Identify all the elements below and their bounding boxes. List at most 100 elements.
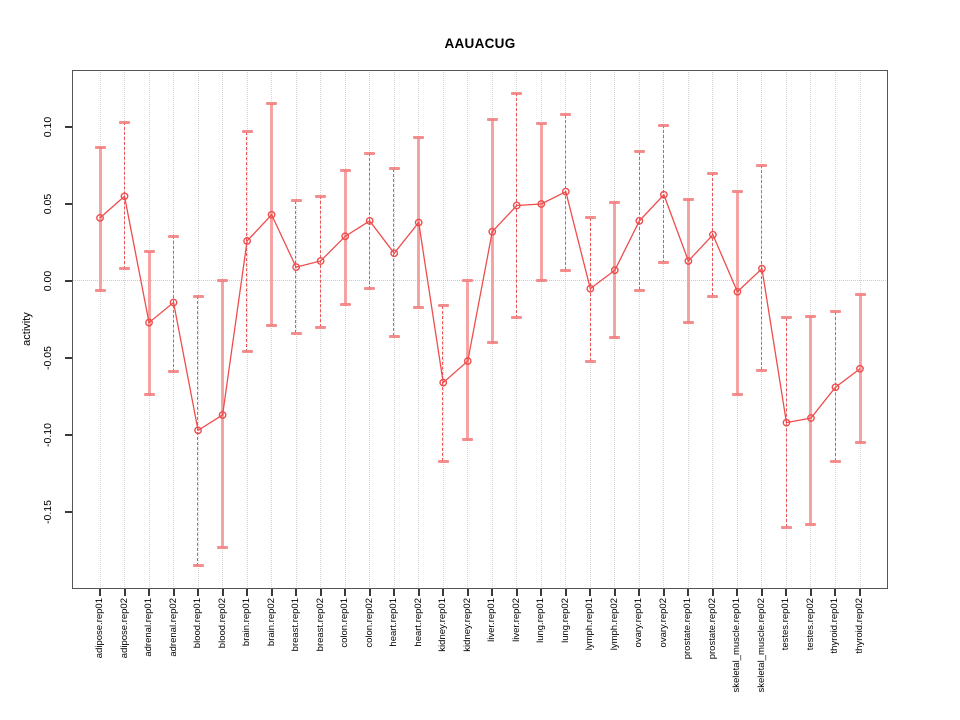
error-bar-cap [633, 150, 645, 154]
data-point [218, 411, 227, 419]
error-bar-cap [94, 288, 106, 292]
error-bar-cap [315, 194, 327, 198]
y-tick-label: -0.10 [42, 423, 54, 447]
error-bar-cap [854, 441, 866, 445]
plot-border [72, 70, 888, 589]
x-tick-label: testes.rep01 [780, 598, 792, 651]
x-axis-tick [760, 589, 763, 596]
x-axis-tick [295, 589, 298, 596]
error-bar-cap [437, 459, 449, 463]
series-line [99, 190, 861, 432]
error-bar [858, 294, 862, 443]
data-point [169, 298, 178, 307]
x-axis-tick [834, 589, 837, 596]
x-tick-label: heart.rep01 [388, 598, 400, 647]
error-bar-cap [119, 120, 131, 124]
x-axis-tick [687, 589, 690, 596]
v-gridline [369, 70, 371, 589]
error-bar-cap [290, 199, 302, 203]
error-bar-cap [658, 123, 670, 127]
error-bar-cap [364, 287, 376, 291]
error-bar-cap [756, 163, 768, 167]
data-point [709, 230, 717, 239]
x-axis-tick [319, 589, 322, 596]
error-bar-cap [486, 117, 498, 121]
x-axis-tick [613, 589, 616, 596]
x-tick-label: thyroid.rep01 [829, 598, 841, 654]
error-bar-cap [143, 250, 155, 254]
x-tick-label: ovary.rep02 [657, 598, 669, 648]
x-tick-label: ovary.rep01 [633, 598, 645, 648]
data-point [194, 426, 202, 435]
data-point [586, 284, 595, 293]
error-bar-cap [707, 294, 719, 298]
data-point [561, 187, 570, 196]
error-bar [735, 191, 739, 395]
error-bar [98, 147, 102, 291]
error-bar-cap [217, 279, 229, 283]
x-axis-tick [393, 589, 396, 596]
y-tick-label: 0.05 [42, 193, 54, 215]
error-bar-cap [584, 216, 596, 220]
error-bar-cap [339, 168, 351, 172]
chart-title: AAUACUG [444, 36, 516, 51]
x-axis-tick [515, 589, 518, 596]
x-axis-tick [589, 589, 592, 596]
x-tick-label: lung.rep02 [559, 598, 571, 643]
error-bar-cap [290, 331, 302, 335]
error-bar-cap [731, 393, 743, 397]
x-axis-tick [270, 589, 273, 596]
x-tick-label: lymph.rep01 [584, 598, 596, 651]
data-point [831, 383, 840, 392]
error-bar-cap [584, 359, 596, 363]
y-axis-tick [65, 356, 72, 359]
x-axis-tick [638, 589, 641, 596]
data-point [512, 201, 521, 210]
y-axis-tick [65, 279, 72, 282]
error-bar-cap [560, 113, 572, 117]
error-bar-cap [731, 190, 743, 194]
data-point [439, 378, 448, 387]
data-point [610, 266, 619, 275]
error-bar-cap [413, 136, 425, 140]
data-point [341, 232, 350, 241]
error-bar-cap [339, 302, 351, 306]
error-bar [663, 125, 665, 263]
v-gridline [418, 70, 420, 589]
v-gridline [320, 70, 322, 589]
x-tick-label: liver.rep02 [510, 598, 522, 642]
error-bar-cap [658, 261, 670, 264]
error-bar-cap [168, 234, 180, 238]
x-tick-label: prostate.rep01 [682, 598, 694, 660]
error-bar-cap [707, 171, 719, 175]
error-bar-cap [609, 336, 621, 340]
v-gridline [638, 70, 640, 589]
x-tick-label: thyroid.rep02 [854, 598, 865, 654]
x-axis-tick [662, 589, 665, 596]
x-tick-label: colon.rep01 [339, 598, 351, 648]
error-bar-cap [854, 293, 866, 297]
data-point [537, 200, 546, 208]
y-tick-label: -0.05 [42, 346, 54, 370]
error-bar-cap [266, 102, 278, 106]
data-point [758, 264, 766, 273]
x-axis-tick [466, 589, 469, 596]
error-bar-cap [192, 564, 204, 568]
v-gridline [99, 70, 101, 589]
error-bar-cap [462, 438, 474, 442]
v-gridline [712, 70, 714, 589]
x-axis-tick [221, 589, 224, 596]
x-axis-tick [344, 589, 347, 596]
data-point [120, 192, 129, 201]
x-tick-label: colon.rep02 [363, 598, 375, 648]
v-gridline [663, 70, 665, 589]
x-tick-label: breast.rep02 [314, 598, 326, 652]
error-bar-cap [192, 294, 204, 298]
error-bar [539, 123, 543, 281]
x-tick-label: brain.rep01 [241, 598, 253, 647]
error-bar-cap [94, 145, 106, 149]
data-point [414, 218, 423, 227]
x-tick-label: heart.rep02 [412, 598, 424, 647]
error-bar [834, 311, 836, 462]
